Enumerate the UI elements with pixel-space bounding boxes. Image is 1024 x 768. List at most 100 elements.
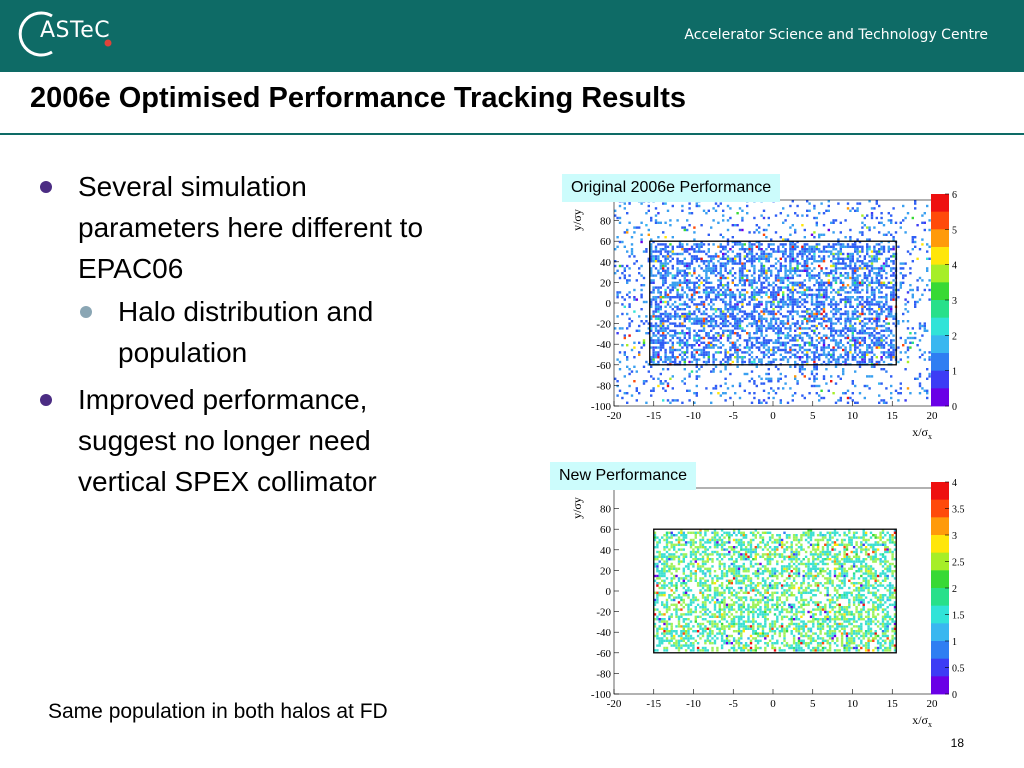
heatmap-cell: [753, 303, 756, 306]
heatmap-cell: [878, 382, 881, 385]
heatmap-cell: [899, 382, 902, 385]
heatmap-cell: [666, 341, 670, 344]
heatmap-cell: [638, 272, 641, 275]
heatmap-cell: [652, 260, 655, 263]
heatmap-cell: [736, 324, 739, 328]
heatmap-cell: [892, 248, 895, 251]
heatmap-cell: [664, 269, 667, 272]
heatmap-cell: [856, 339, 859, 342]
heatmap-cell: [873, 281, 876, 284]
heatmap-cell: [726, 324, 730, 328]
heatmap-cell: [818, 312, 821, 316]
heatmap-cell: [880, 334, 883, 337]
heatmap-cell: [748, 252, 751, 256]
heatmap-cell: [678, 324, 682, 328]
heatmap-cell: [699, 632, 702, 635]
heatmap-cell: [818, 236, 821, 239]
heatmap-cell: [746, 324, 749, 328]
heatmap-cell: [914, 240, 917, 244]
heatmap-cell: [653, 601, 657, 604]
heatmap-cell: [885, 322, 888, 325]
heatmap-cell: [718, 613, 721, 616]
heatmap-cell: [762, 281, 766, 284]
heatmap-cell: [861, 262, 864, 265]
heatmap-cell: [729, 293, 732, 296]
heatmap-cell: [689, 610, 693, 614]
heatmap-cell: [820, 312, 823, 316]
heatmap-cell: [758, 255, 761, 258]
heatmap-cell: [770, 238, 773, 241]
x-tick-label: 20: [927, 410, 939, 422]
heatmap-cell: [834, 348, 838, 352]
heatmap-cell: [743, 317, 746, 320]
heatmap-cell: [686, 339, 689, 342]
heatmap-cell: [694, 572, 697, 575]
heatmap-cell: [737, 639, 741, 642]
heatmap-cell: [753, 380, 756, 383]
heatmap-cell: [906, 356, 910, 359]
heatmap-cell: [656, 601, 659, 604]
heatmap-cell: [701, 577, 705, 580]
heatmap-cell: [665, 570, 669, 573]
heatmap-cell: [708, 567, 712, 570]
heatmap-cell: [680, 613, 683, 616]
heatmap-cell: [789, 233, 792, 236]
heatmap-cell: [738, 334, 742, 337]
heatmap-cell: [844, 219, 847, 222]
heatmap-cell: [863, 267, 866, 270]
heatmap-cell: [772, 353, 775, 356]
heatmap-cell: [801, 286, 804, 289]
heatmap-cell: [711, 538, 714, 542]
heatmap-cell: [789, 252, 792, 256]
heatmap-cell: [894, 231, 898, 234]
heatmap-cell: [720, 543, 724, 546]
heatmap-cell: [706, 634, 709, 638]
heatmap-cell: [738, 255, 742, 258]
heatmap-cell: [851, 356, 854, 359]
heatmap-cell: [653, 634, 657, 638]
heatmap-cell: [705, 281, 708, 284]
heatmap-cell: [657, 315, 660, 318]
heatmap-cell: [737, 620, 741, 623]
heatmap-cell: [849, 238, 852, 241]
heatmap-cell: [868, 238, 871, 241]
heatmap-cell: [714, 274, 718, 277]
heatmap-cell: [650, 329, 653, 332]
heatmap-cell: [753, 257, 756, 260]
heatmap-cell: [887, 315, 890, 318]
heatmap-cell: [678, 348, 682, 352]
heatmap-cell: [806, 293, 809, 296]
heatmap-cell: [756, 584, 760, 587]
heatmap-cell: [673, 577, 676, 580]
heatmap-cell: [830, 320, 833, 323]
heatmap-cell: [906, 348, 910, 352]
heatmap-cell: [728, 634, 731, 638]
heatmap-cell: [635, 387, 638, 390]
heatmap-cell: [681, 274, 684, 277]
heatmap-cell: [702, 320, 706, 323]
heatmap-cell: [846, 310, 850, 313]
heatmap-cell: [842, 260, 845, 263]
colorbar-segment: [931, 370, 949, 389]
heatmap-cell: [723, 555, 726, 558]
heatmap-cell: [765, 320, 768, 323]
heatmap-cell: [796, 344, 799, 347]
heatmap-cell: [842, 327, 845, 330]
heatmap-cell: [731, 236, 734, 239]
heatmap-cell: [866, 288, 869, 292]
heatmap-cell: [789, 303, 792, 306]
heatmap-cell: [713, 642, 717, 645]
heatmap-cell: [890, 296, 893, 299]
heatmap-cell: [844, 310, 847, 313]
heatmap-cell: [774, 341, 778, 344]
heatmap-cell: [719, 312, 722, 316]
heatmap-cell: [878, 279, 881, 282]
heatmap-cell: [822, 317, 826, 320]
heatmap-cell: [882, 339, 886, 342]
heatmap-cell: [789, 260, 792, 263]
heatmap-cell: [827, 243, 830, 246]
heatmap-cell: [683, 353, 686, 356]
heatmap-cell: [688, 360, 691, 364]
heatmap-cell: [666, 399, 670, 402]
heatmap-cell: [677, 548, 681, 551]
